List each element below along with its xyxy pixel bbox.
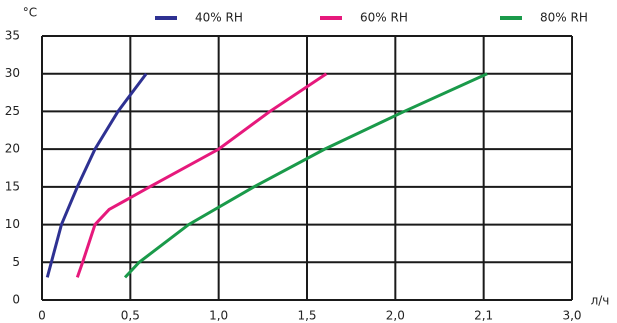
data-line bbox=[45, 72, 148, 278]
x-tick-label: 1,5 bbox=[297, 309, 316, 323]
y-tick-label: 15 bbox=[5, 179, 20, 193]
y-tick-label: 30 bbox=[5, 66, 20, 80]
y-tick-label: 0 bbox=[12, 293, 20, 307]
x-tick-label: 0,5 bbox=[121, 309, 140, 323]
legend-label: 60% RH bbox=[360, 11, 408, 25]
x-tick-label: 1,0 bbox=[209, 309, 228, 323]
y-tick-label: 35 bbox=[5, 29, 20, 43]
y-tick-label: 20 bbox=[5, 142, 20, 156]
y-tick-label: 5 bbox=[12, 255, 20, 269]
x-tick-label: 2,0 bbox=[386, 309, 405, 323]
y-tick-label: 10 bbox=[5, 217, 20, 231]
y-axis-label: °C bbox=[23, 6, 37, 20]
x-tick-label: 0 bbox=[38, 309, 46, 323]
x-axis-label: л/ч bbox=[591, 294, 610, 308]
legend-label: 40% RH bbox=[195, 11, 243, 25]
legend-label: 80% RH bbox=[540, 11, 588, 25]
x-tick-label: 3,0 bbox=[562, 309, 581, 323]
data-line bbox=[75, 72, 328, 278]
x-tick-label: 2,1 bbox=[474, 309, 493, 323]
data-line bbox=[123, 72, 488, 279]
y-tick-label: 25 bbox=[5, 104, 20, 118]
